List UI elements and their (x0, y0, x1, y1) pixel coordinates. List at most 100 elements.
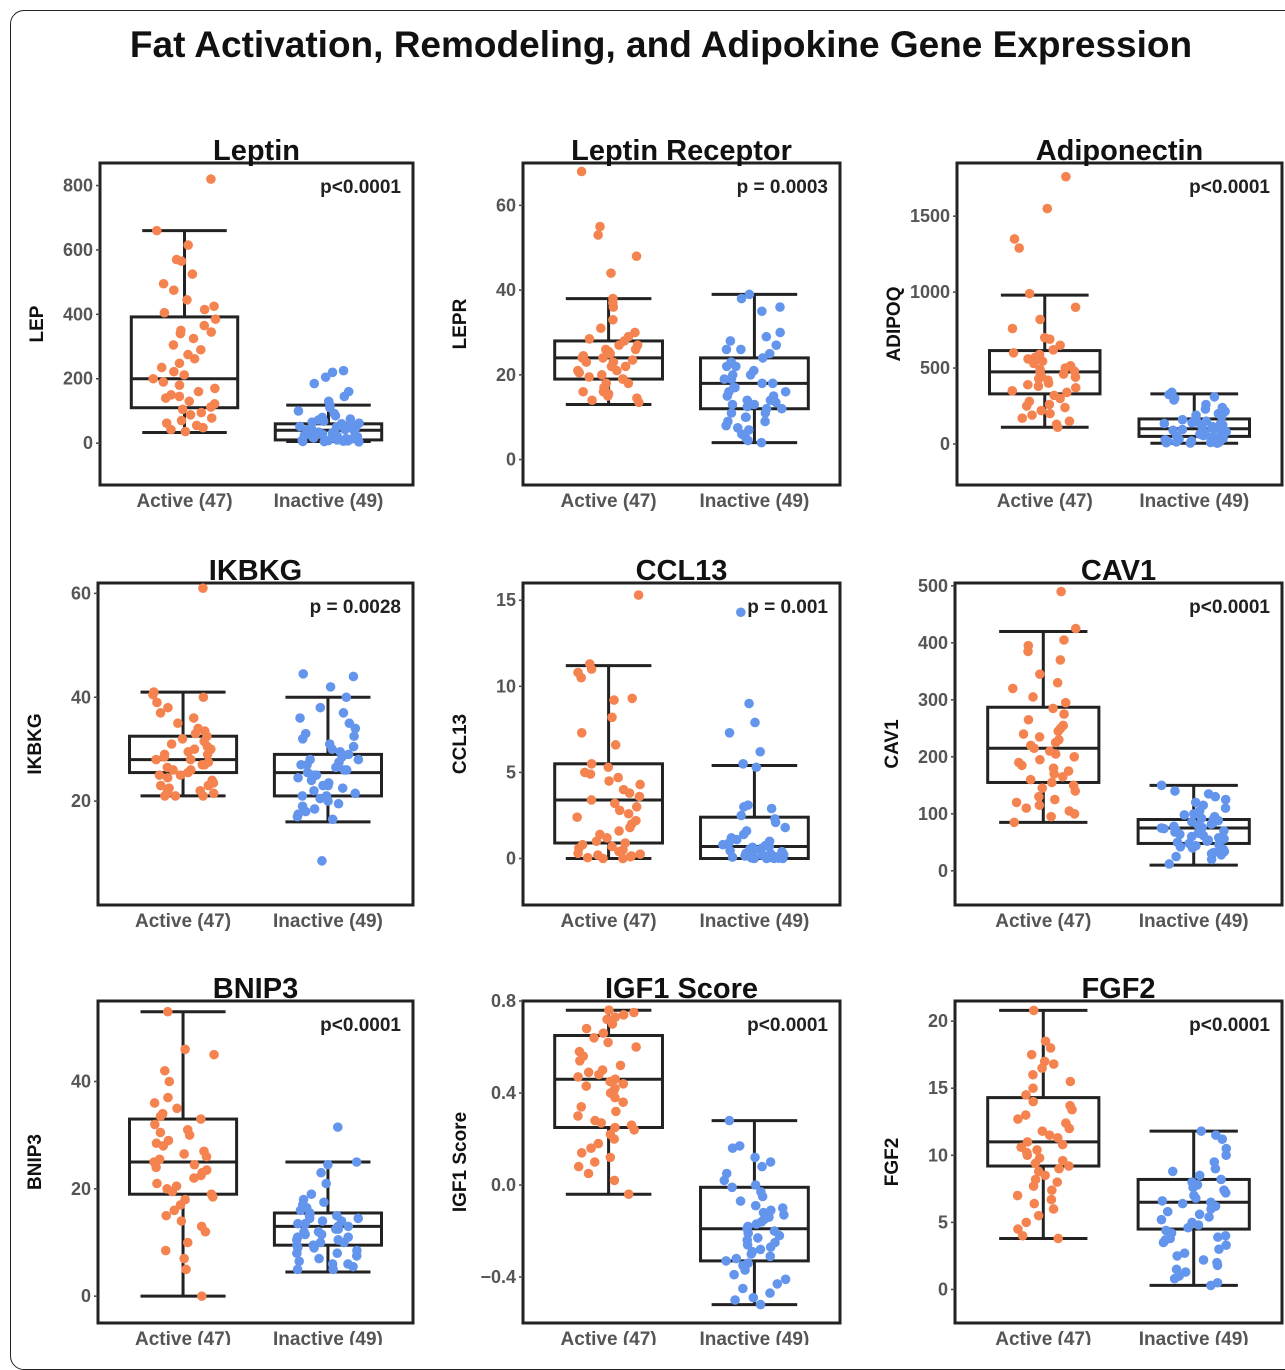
panel-ccl13: CCL13 CCL13 0 5 10 15 Active (47) Inactive (49)… (450, 555, 842, 932)
data-point (1007, 386, 1018, 396)
data-point (1070, 623, 1081, 634)
data-point (765, 1251, 776, 1262)
data-point (309, 804, 320, 814)
data-point (323, 780, 333, 791)
data-point (185, 754, 196, 765)
data-point (1047, 1185, 1057, 1195)
data-point (760, 408, 771, 418)
data-point (1022, 1150, 1033, 1161)
data-point (1196, 1126, 1207, 1136)
data-point (614, 826, 624, 836)
data-point (1070, 786, 1081, 796)
p-value-label: p = 0.001 (747, 597, 828, 618)
inactive-group (1136, 780, 1251, 869)
x-category-label: Active (47) (135, 1329, 231, 1345)
data-point (1212, 438, 1223, 449)
data-point (1009, 234, 1020, 244)
x-category-label: Inactive (49) (1139, 911, 1249, 932)
data-point (317, 429, 328, 439)
panel-title: CCL13 (636, 555, 728, 587)
panel-title: Adiponectin (1036, 135, 1204, 167)
data-point (634, 397, 644, 408)
panel-title: Leptin (213, 135, 300, 167)
data-point (1169, 1273, 1180, 1284)
data-point (1052, 1133, 1063, 1143)
data-point (612, 365, 622, 376)
data-point (607, 841, 617, 852)
data-point (210, 314, 221, 324)
y-tick-label: 200 (63, 369, 93, 389)
data-point (293, 772, 303, 783)
active-group (986, 586, 1101, 828)
data-point (1159, 418, 1170, 429)
data-point (208, 1192, 218, 1202)
data-point (1064, 1161, 1074, 1171)
panel-frame (96, 999, 415, 1325)
data-point (1170, 786, 1180, 796)
data-point (321, 1178, 332, 1189)
data-point (328, 1264, 338, 1275)
data-point (168, 765, 178, 775)
data-point (1035, 314, 1045, 325)
panel-frame (521, 581, 842, 907)
data-point (744, 698, 754, 709)
data-point (573, 1161, 584, 1172)
data-point (629, 1125, 640, 1135)
data-point (319, 436, 330, 447)
data-point (1028, 1096, 1038, 1107)
data-point (172, 1103, 182, 1114)
x-category-label: Inactive (49) (273, 911, 383, 932)
data-point (750, 1200, 761, 1211)
data-point (1055, 655, 1066, 665)
data-point (1217, 1134, 1228, 1144)
data-point (1202, 836, 1212, 846)
data-point (1187, 843, 1198, 853)
data-point (314, 1253, 324, 1264)
data-point (587, 395, 597, 406)
data-point (1032, 1145, 1042, 1155)
data-point (1070, 302, 1081, 313)
data-point (1162, 1206, 1173, 1217)
data-point (755, 1299, 766, 1310)
y-axis-label: LEP (27, 305, 48, 342)
data-point (735, 1196, 746, 1206)
data-point (780, 386, 791, 397)
data-point (320, 372, 331, 382)
data-point (333, 1224, 344, 1234)
x-category-label: Inactive (49) (1139, 491, 1249, 512)
panel-frame (521, 999, 842, 1325)
data-point (576, 672, 586, 683)
data-point (317, 1216, 328, 1226)
x-category-label: Active (47) (561, 491, 657, 512)
data-point (761, 331, 772, 342)
data-point (765, 1157, 776, 1167)
data-point (1028, 1005, 1039, 1016)
data-point (1221, 1240, 1231, 1250)
y-tick-label: 0 (938, 1279, 948, 1299)
data-point (190, 728, 201, 739)
data-point (198, 422, 208, 433)
data-point (176, 256, 187, 267)
p-value-label: p = 0.0028 (310, 597, 401, 618)
data-point (1221, 1150, 1231, 1161)
data-point (160, 791, 170, 801)
data-point (1206, 1280, 1216, 1291)
y-tick-label: 0 (938, 861, 948, 881)
data-point (772, 1279, 783, 1289)
data-point (159, 752, 170, 762)
data-point (742, 401, 753, 412)
data-point (353, 1213, 364, 1224)
data-point (1034, 791, 1044, 802)
data-point (611, 1106, 621, 1117)
y-tick-label: 15 (496, 590, 516, 610)
inactive-group (273, 365, 384, 447)
x-category-label: Active (47) (561, 1329, 657, 1345)
data-point (203, 780, 214, 791)
data-point (1052, 677, 1063, 688)
data-point (774, 1230, 785, 1241)
inactive-group (1136, 1126, 1251, 1291)
data-point (1216, 1174, 1226, 1185)
data-point (1049, 769, 1059, 779)
data-point (182, 1237, 193, 1248)
data-point (1067, 1104, 1077, 1115)
